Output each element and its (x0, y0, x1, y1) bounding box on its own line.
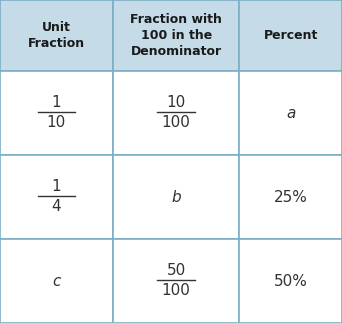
Text: b: b (171, 190, 181, 204)
Text: a: a (286, 106, 295, 120)
Bar (113, 71, 239, 155)
Text: c: c (52, 274, 61, 288)
Bar (239, 0, 342, 71)
Text: 50: 50 (167, 264, 186, 278)
Text: 4: 4 (52, 199, 61, 214)
Bar (239, 71, 342, 155)
Bar (239, 239, 342, 323)
Text: 100: 100 (162, 283, 190, 297)
Text: Fraction with
100 in the
Denominator: Fraction with 100 in the Denominator (130, 13, 222, 58)
Bar (0, 71, 113, 155)
Bar (239, 155, 342, 239)
Bar (0, 239, 113, 323)
Bar (0, 0, 113, 71)
Text: 1: 1 (52, 180, 61, 194)
Text: 10: 10 (167, 96, 186, 110)
Bar (0, 155, 113, 239)
Text: Percent: Percent (264, 29, 318, 42)
Text: 25%: 25% (274, 190, 308, 204)
Text: Unit
Fraction: Unit Fraction (28, 21, 85, 50)
Bar (113, 155, 239, 239)
Text: 100: 100 (162, 115, 190, 130)
Text: 50%: 50% (274, 274, 308, 288)
Bar (113, 239, 239, 323)
Text: 10: 10 (47, 115, 66, 130)
Text: 1: 1 (52, 96, 61, 110)
Bar (113, 0, 239, 71)
